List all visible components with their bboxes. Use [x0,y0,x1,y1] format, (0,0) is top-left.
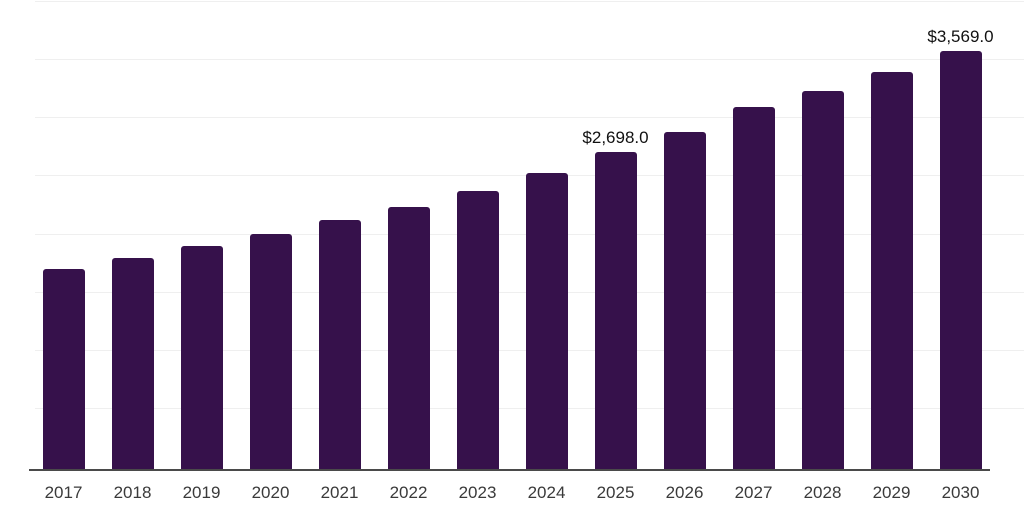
x-tick-label-2019: 2019 [182,483,221,502]
bar-2024[interactable] [525,173,568,469]
bar-2026[interactable] [663,132,706,469]
x-tick-label-2026: 2026 [665,483,704,502]
bar-2020[interactable] [249,234,292,469]
x-tick-label-2024: 2024 [527,483,566,502]
bar-2029[interactable] [870,72,913,469]
bar-2019[interactable] [180,246,223,469]
bar-2023[interactable] [456,191,499,469]
x-tick-label-2030: 2030 [941,483,980,502]
data-label-2030: $3,569.0 [927,27,994,46]
bar-2030[interactable] [939,51,982,469]
gridline-3000 [35,117,1024,119]
gridline-3500 [35,59,1024,61]
x-tick-label-2020: 2020 [251,483,290,502]
bar-2025[interactable] [594,152,637,469]
bar-2028[interactable] [801,91,844,469]
bar-2022[interactable] [387,207,430,469]
x-tick-label-2018: 2018 [113,483,152,502]
bar-2027[interactable] [732,107,775,469]
x-tick-label-2021: 2021 [320,483,359,502]
x-tick-label-2029: 2029 [872,483,911,502]
x-tick-label-2025: 2025 [596,483,635,502]
x-axis-line [29,469,990,471]
data-label-2025: $2,698.0 [582,128,649,147]
gridline-4000 [35,1,1024,2]
bar-2018[interactable] [111,258,154,469]
bar-2017[interactable] [42,269,85,469]
bar-2021[interactable] [318,220,361,469]
x-tick-label-2028: 2028 [803,483,842,502]
x-tick-label-2017: 2017 [44,483,83,502]
x-tick-label-2023: 2023 [458,483,497,502]
x-tick-label-2022: 2022 [389,483,428,502]
x-tick-label-2027: 2027 [734,483,773,502]
